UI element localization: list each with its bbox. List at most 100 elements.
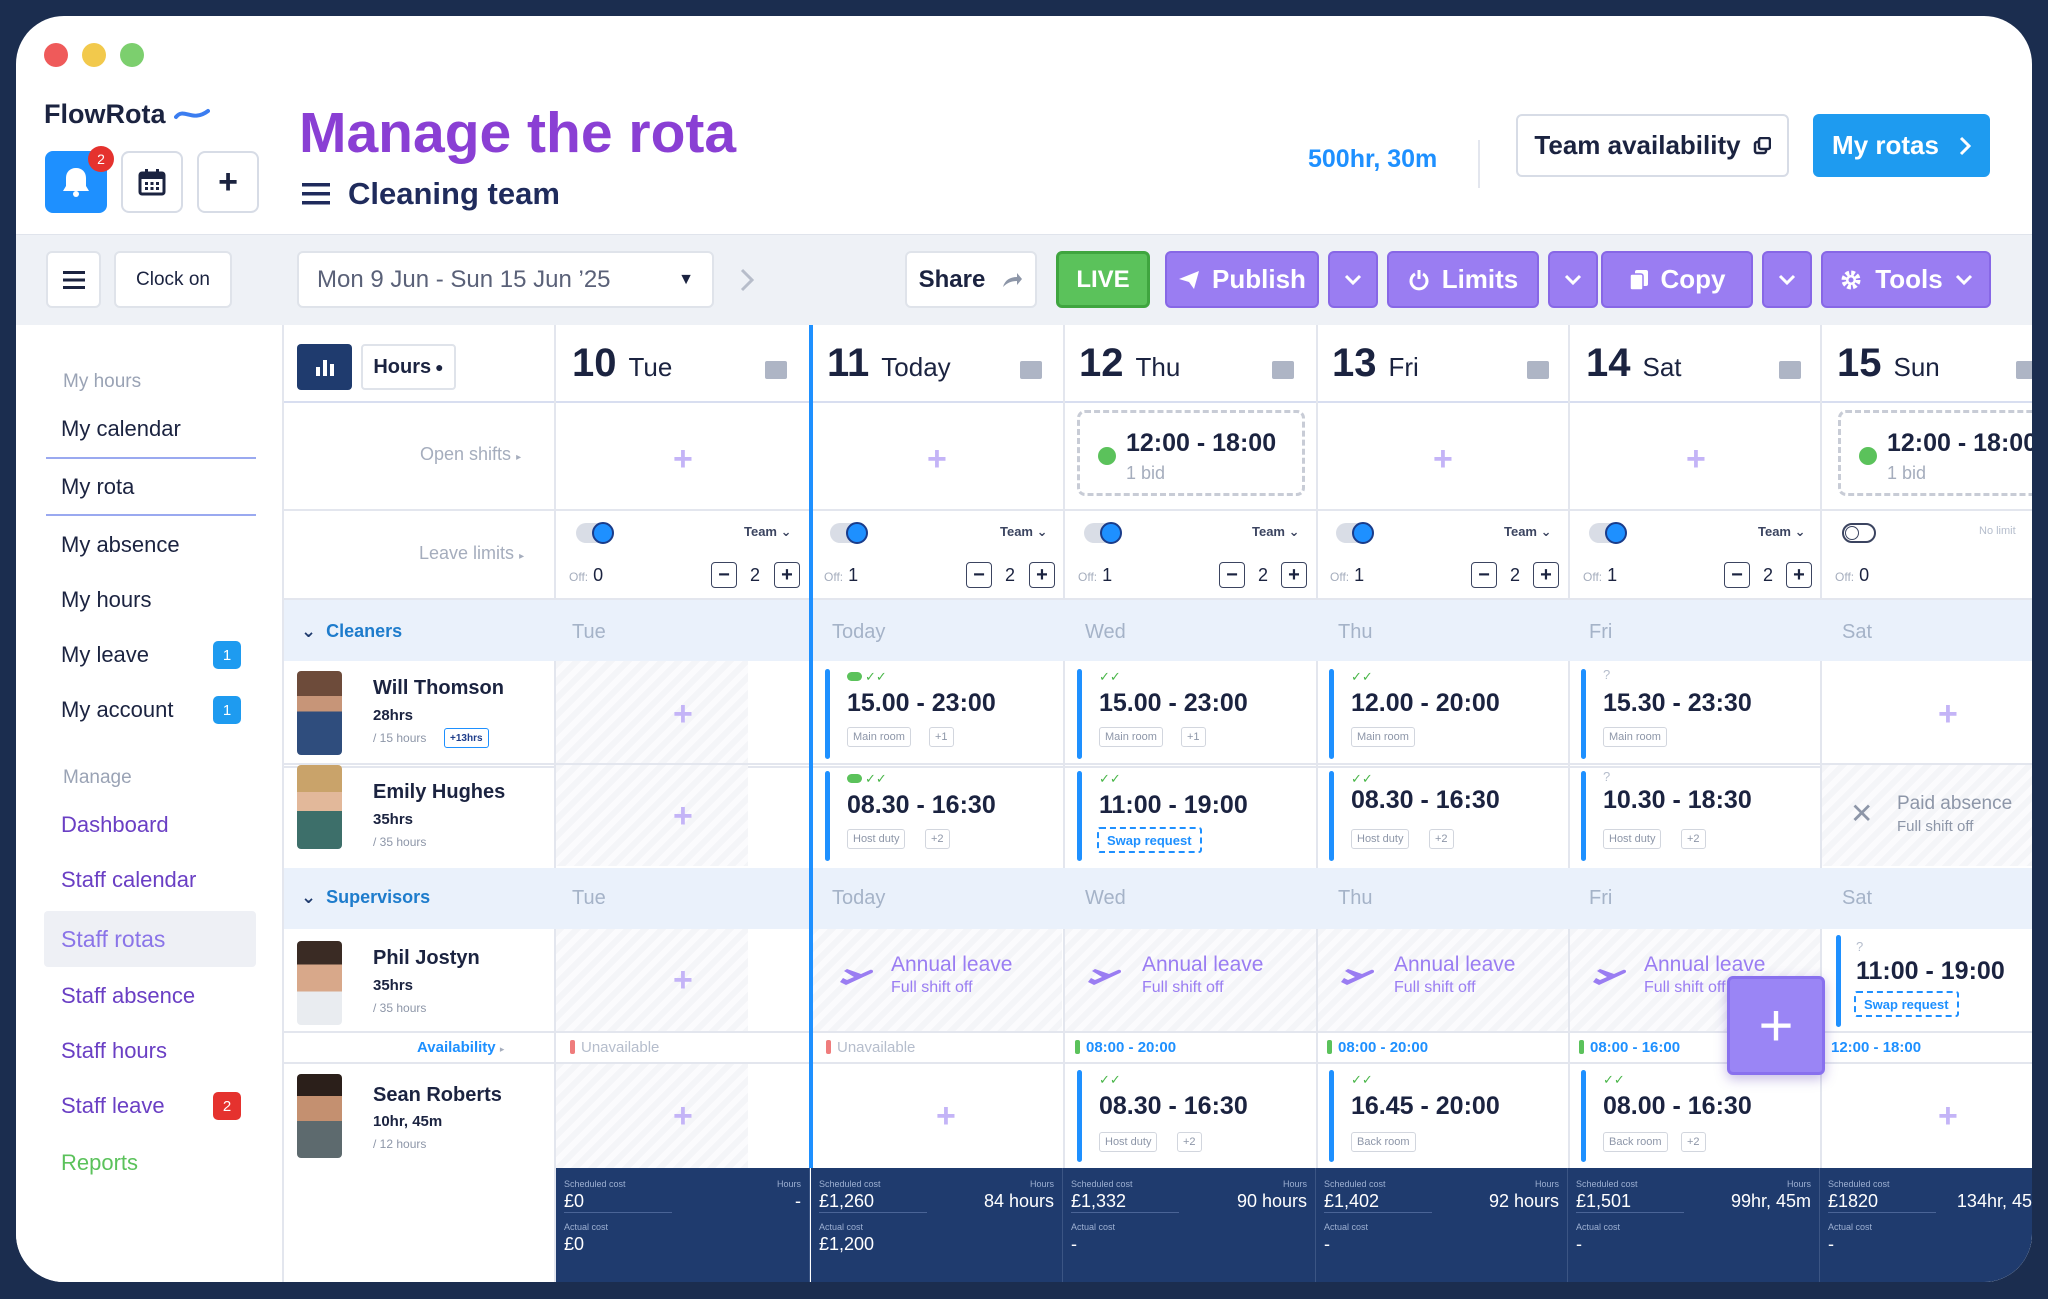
decrement-button[interactable]: − xyxy=(1724,562,1750,588)
sidebar-item-reports[interactable]: Reports xyxy=(44,1137,256,1189)
limits-dropdown-button[interactable] xyxy=(1548,251,1598,308)
leave-limits-label[interactable]: Leave limits ▸ xyxy=(419,543,525,563)
share-button[interactable]: Share xyxy=(905,251,1037,308)
staff-row-header[interactable]: Emily Hughes 35hrs / 35 hours xyxy=(284,765,542,865)
add-open-shift-button[interactable]: + xyxy=(927,440,947,478)
increment-button[interactable]: + xyxy=(1786,562,1812,588)
shift-card[interactable]: ? 11:00 - 19:00 Swap request xyxy=(1836,935,2026,1027)
limit-off-field[interactable]: Off: 0 xyxy=(1835,565,1869,586)
shift-card[interactable]: ? 10.30 - 18:30 Host duty +2 xyxy=(1581,769,1811,861)
limit-mode-select[interactable]: Team ⌄ xyxy=(744,524,792,539)
add-shift-button[interactable]: + xyxy=(936,1097,956,1135)
copy-dropdown-button[interactable] xyxy=(1762,251,1812,308)
day-header-thu[interactable]: 12 Thu xyxy=(1079,341,1180,389)
unavailable-cell[interactable] xyxy=(556,929,748,1031)
shift-card[interactable]: ✓✓ 15.00 - 23:00 Main room +1 xyxy=(825,669,1055,759)
sidebar-item-staff-rotas[interactable]: Staff rotas xyxy=(44,911,256,967)
hours-toggle-button[interactable]: Hours ● xyxy=(361,344,456,390)
my-rotas-button[interactable]: My rotas xyxy=(1813,114,1990,177)
open-shifts-label[interactable]: Open shifts ▸ xyxy=(420,444,522,464)
sidebar-item-dashboard[interactable]: Dashboard xyxy=(44,799,256,851)
comment-icon[interactable] xyxy=(1272,361,1294,379)
limit-toggle[interactable] xyxy=(576,522,614,544)
calendar-button[interactable] xyxy=(121,151,183,213)
annual-leave-cell[interactable]: Annual leave Full shift off xyxy=(1065,929,1316,1031)
next-week-button[interactable] xyxy=(732,251,762,308)
limit-toggle[interactable] xyxy=(1336,522,1374,544)
increment-button[interactable]: + xyxy=(774,562,800,588)
window-maximize-dot[interactable] xyxy=(120,43,144,67)
sidebar-item-my-hours[interactable]: My hours xyxy=(44,574,256,626)
brand-logo[interactable]: FlowRota xyxy=(44,99,210,130)
window-minimize-dot[interactable] xyxy=(82,43,106,67)
unavailable-cell[interactable] xyxy=(556,765,748,866)
group-toggle-supervisors[interactable]: ⌄ Supervisors xyxy=(301,887,430,908)
day-header-sat[interactable]: 14 Sat xyxy=(1586,341,1682,389)
comment-icon[interactable] xyxy=(2016,361,2032,379)
limit-toggle[interactable] xyxy=(830,522,868,544)
sidebar-item-staff-hours[interactable]: Staff hours xyxy=(44,1025,256,1077)
shift-card[interactable]: ✓✓ 08.00 - 16:30 Back room +2 xyxy=(1581,1070,1811,1162)
limit-mode-select[interactable]: Team ⌄ xyxy=(1504,524,1552,539)
shift-card[interactable]: ✓✓ 11:00 - 19:00 Swap request xyxy=(1077,771,1307,861)
staff-row-header[interactable]: Phil Jostyn 35hrs / 35 hours xyxy=(284,929,542,1031)
shift-card[interactable]: ✓✓ 16.45 - 20:00 Back room xyxy=(1329,1070,1559,1162)
annual-leave-cell[interactable]: Annual leave Full shift off xyxy=(1318,929,1568,1031)
clock-on-button[interactable]: Clock on xyxy=(114,251,232,308)
limit-off-field[interactable]: Off: 1 xyxy=(1330,565,1364,586)
sidebar-item-my-rota[interactable]: My rota xyxy=(44,461,256,513)
day-header-fri[interactable]: 13 Fri xyxy=(1332,341,1419,389)
limit-mode-select[interactable]: Team ⌄ xyxy=(1758,524,1806,539)
sidebar-toggle-button[interactable] xyxy=(46,251,101,308)
add-shift-button[interactable]: + xyxy=(673,961,693,999)
sidebar-item-my-leave[interactable]: My leave 1 xyxy=(44,629,256,681)
increment-button[interactable]: + xyxy=(1029,562,1055,588)
comment-icon[interactable] xyxy=(765,361,787,379)
decrement-button[interactable]: − xyxy=(966,562,992,588)
add-shift-button[interactable]: + xyxy=(1938,695,1958,733)
add-shift-floating-button[interactable]: + xyxy=(1727,976,1825,1075)
paid-absence-cell[interactable] xyxy=(1822,765,2032,866)
add-shift-button[interactable]: + xyxy=(673,1097,693,1135)
unavailable-cell[interactable] xyxy=(556,1064,748,1168)
limit-off-field[interactable]: Off: 1 xyxy=(1583,565,1617,586)
day-header-today[interactable]: 11 Today xyxy=(827,341,951,389)
swap-request-badge[interactable]: Swap request xyxy=(1097,827,1202,853)
window-close-dot[interactable] xyxy=(44,43,68,67)
increment-button[interactable]: + xyxy=(1281,562,1307,588)
unavailable-cell[interactable] xyxy=(556,661,748,765)
team-availability-button[interactable]: Team availability xyxy=(1516,114,1789,177)
shift-card[interactable]: ✓✓ 15.00 - 23:00 Main room +1 xyxy=(1077,669,1307,759)
day-header-sun[interactable]: 15 Sun xyxy=(1837,341,1940,389)
add-open-shift-button[interactable]: + xyxy=(1433,440,1453,478)
limit-mode-select[interactable]: Team ⌄ xyxy=(1252,524,1300,539)
tools-button[interactable]: Tools xyxy=(1821,251,1991,308)
add-shift-button[interactable]: + xyxy=(1938,1097,1958,1135)
increment-button[interactable]: + xyxy=(1533,562,1559,588)
sidebar-item-my-calendar[interactable]: My calendar xyxy=(44,403,256,455)
publish-button[interactable]: Publish xyxy=(1165,251,1319,308)
shift-card[interactable]: ✓✓ 08.30 - 16:30 Host duty +2 xyxy=(1329,771,1559,861)
staff-row-header[interactable]: Will Thomson 28hrs / 15 hours +13hrs xyxy=(284,661,542,765)
decrement-button[interactable]: − xyxy=(1471,562,1497,588)
date-range-select[interactable]: Mon 9 Jun - Sun 15 Jun ’25 ▼ xyxy=(297,251,714,308)
shift-card[interactable]: ✓✓ 08.30 - 16:30 Host duty +2 xyxy=(1077,1070,1307,1162)
sidebar-item-staff-absence[interactable]: Staff absence xyxy=(44,970,256,1022)
add-open-shift-button[interactable]: + xyxy=(1686,440,1706,478)
day-header-tue[interactable]: 10 Tue xyxy=(572,341,672,389)
add-shift-button[interactable]: + xyxy=(673,797,693,835)
copy-button[interactable]: Copy xyxy=(1601,251,1753,308)
decrement-button[interactable]: − xyxy=(711,562,737,588)
sidebar-item-staff-leave[interactable]: Staff leave 2 xyxy=(44,1080,256,1132)
add-open-shift-button[interactable]: + xyxy=(673,440,693,478)
limit-toggle[interactable] xyxy=(1084,522,1122,544)
limit-toggle[interactable] xyxy=(1589,522,1627,544)
limit-toggle[interactable] xyxy=(1842,523,1876,543)
limit-off-field[interactable]: Off: 1 xyxy=(824,565,858,586)
limit-off-field[interactable]: Off: 1 xyxy=(1078,565,1112,586)
add-shift-button[interactable]: + xyxy=(673,695,693,733)
chart-view-button[interactable] xyxy=(297,344,352,390)
swap-request-badge[interactable]: Swap request xyxy=(1854,991,1959,1017)
limit-off-field[interactable]: Off: 0 xyxy=(569,565,603,586)
live-status-button[interactable]: LIVE xyxy=(1056,251,1150,308)
